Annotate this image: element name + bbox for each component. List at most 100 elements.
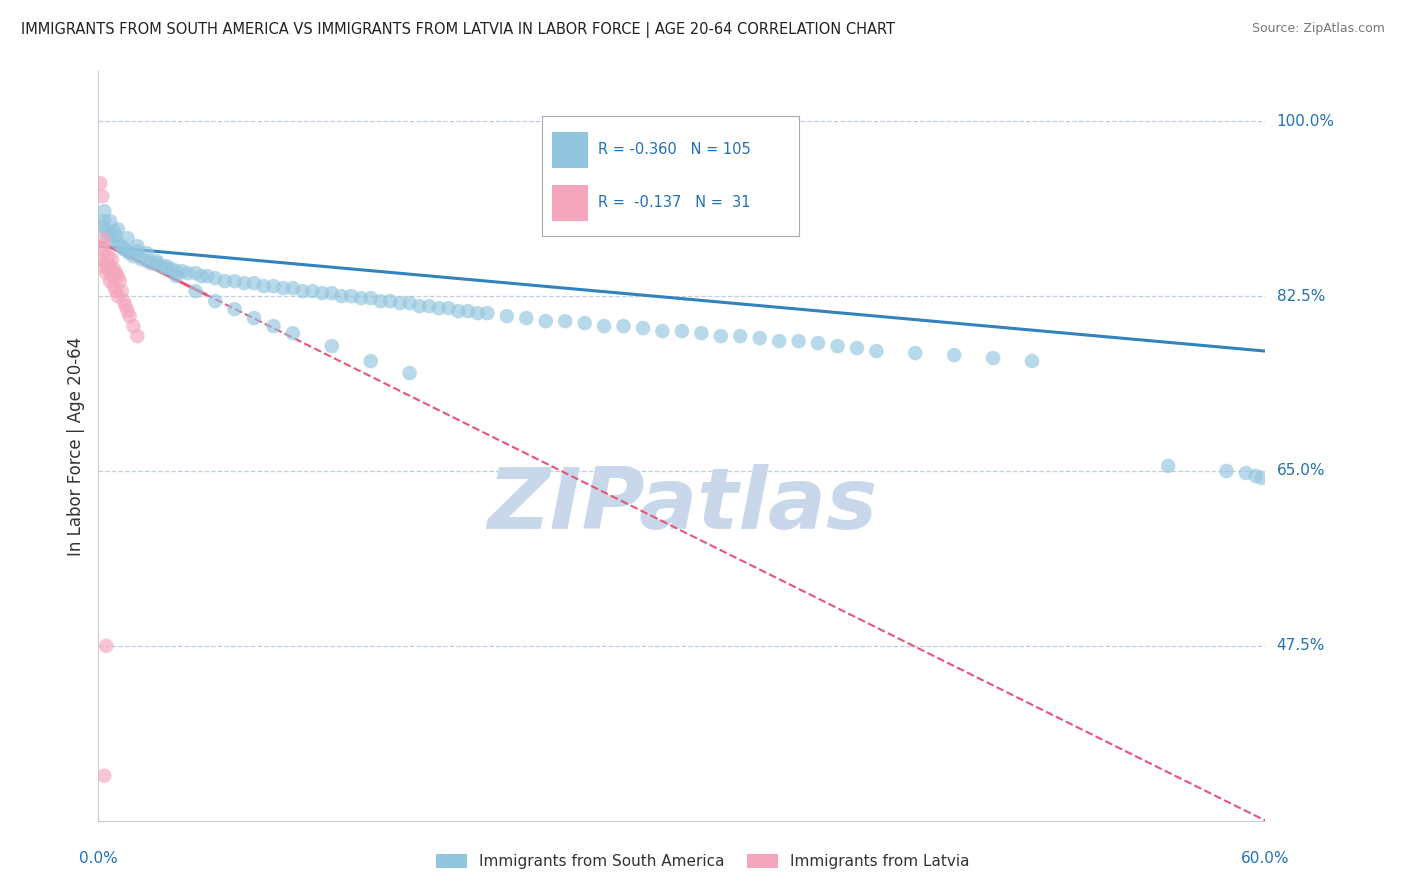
Point bbox=[103, 279, 125, 293]
Point bbox=[155, 261, 177, 276]
Point bbox=[748, 331, 770, 345]
Point bbox=[398, 296, 420, 310]
Point bbox=[101, 252, 124, 267]
Point bbox=[91, 189, 114, 203]
Point bbox=[730, 329, 752, 343]
Point bbox=[112, 294, 135, 309]
Point bbox=[93, 214, 115, 228]
Point bbox=[271, 281, 294, 295]
Point bbox=[477, 306, 499, 320]
Point bbox=[91, 239, 114, 253]
Point bbox=[129, 252, 152, 267]
Point bbox=[107, 236, 129, 251]
Point bbox=[301, 284, 323, 298]
Point bbox=[93, 204, 115, 219]
Point bbox=[360, 291, 382, 305]
Point bbox=[1021, 354, 1043, 368]
Point bbox=[103, 262, 125, 277]
Point bbox=[865, 344, 887, 359]
Point bbox=[787, 334, 810, 348]
Point bbox=[457, 304, 479, 318]
Text: Source: ZipAtlas.com: Source: ZipAtlas.com bbox=[1251, 22, 1385, 36]
Point bbox=[224, 274, 246, 288]
Point bbox=[437, 301, 460, 315]
Point bbox=[204, 294, 226, 309]
Point bbox=[651, 324, 673, 338]
Text: 100.0%: 100.0% bbox=[1277, 114, 1334, 128]
Point bbox=[904, 346, 927, 360]
Point bbox=[671, 324, 693, 338]
Point bbox=[117, 231, 139, 245]
Point bbox=[360, 354, 382, 368]
Point bbox=[467, 306, 489, 320]
Point bbox=[418, 299, 440, 313]
Point bbox=[574, 316, 596, 330]
Point bbox=[91, 219, 114, 234]
Point bbox=[1234, 466, 1257, 480]
Point bbox=[127, 244, 149, 259]
Point bbox=[262, 279, 284, 293]
Point bbox=[690, 326, 713, 340]
Point bbox=[96, 266, 118, 280]
Point bbox=[408, 299, 430, 313]
Text: ZIPatlas: ZIPatlas bbox=[486, 465, 877, 548]
Point bbox=[262, 319, 284, 334]
Point bbox=[710, 329, 733, 343]
Point bbox=[593, 319, 616, 334]
Point bbox=[388, 296, 411, 310]
Point bbox=[350, 291, 373, 305]
Point bbox=[162, 262, 184, 277]
Point bbox=[190, 269, 212, 284]
Text: 82.5%: 82.5% bbox=[1277, 289, 1324, 303]
Point bbox=[107, 269, 129, 284]
Text: 0.0%: 0.0% bbox=[79, 851, 118, 866]
Point bbox=[89, 252, 111, 267]
Point bbox=[114, 299, 136, 313]
Point bbox=[103, 224, 125, 238]
Point bbox=[184, 284, 207, 298]
Point bbox=[340, 289, 363, 303]
Point bbox=[321, 286, 343, 301]
Point bbox=[515, 311, 537, 326]
Point bbox=[768, 334, 790, 348]
Point bbox=[98, 226, 121, 240]
Point bbox=[224, 302, 246, 317]
Point bbox=[117, 304, 139, 318]
Point bbox=[91, 259, 114, 273]
Point bbox=[96, 639, 118, 653]
Point bbox=[104, 266, 127, 280]
Point bbox=[447, 304, 470, 318]
Point bbox=[233, 276, 256, 290]
Point bbox=[96, 224, 118, 238]
Point bbox=[281, 326, 304, 340]
Point bbox=[1250, 471, 1272, 485]
Point bbox=[98, 274, 121, 288]
Point bbox=[89, 176, 111, 190]
Point bbox=[291, 284, 314, 298]
Point bbox=[112, 242, 135, 256]
Point bbox=[155, 259, 177, 273]
Point bbox=[534, 314, 557, 328]
Point bbox=[243, 276, 266, 290]
Point bbox=[380, 294, 402, 309]
Point bbox=[846, 341, 869, 355]
Point bbox=[107, 222, 129, 236]
Point bbox=[97, 229, 120, 244]
Point bbox=[136, 254, 159, 268]
Point bbox=[311, 286, 333, 301]
Text: 65.0%: 65.0% bbox=[1277, 464, 1324, 478]
Point bbox=[321, 339, 343, 353]
Point bbox=[101, 269, 124, 284]
Point bbox=[98, 214, 121, 228]
Point bbox=[1215, 464, 1237, 478]
Point bbox=[1157, 458, 1180, 473]
Point bbox=[204, 271, 226, 285]
Point bbox=[117, 244, 139, 259]
Point bbox=[554, 314, 576, 328]
Point bbox=[146, 254, 169, 268]
Point bbox=[97, 249, 120, 263]
Point bbox=[139, 256, 162, 270]
Point bbox=[398, 366, 420, 380]
Legend: Immigrants from South America, Immigrants from Latvia: Immigrants from South America, Immigrant… bbox=[430, 848, 976, 875]
Point bbox=[127, 329, 149, 343]
